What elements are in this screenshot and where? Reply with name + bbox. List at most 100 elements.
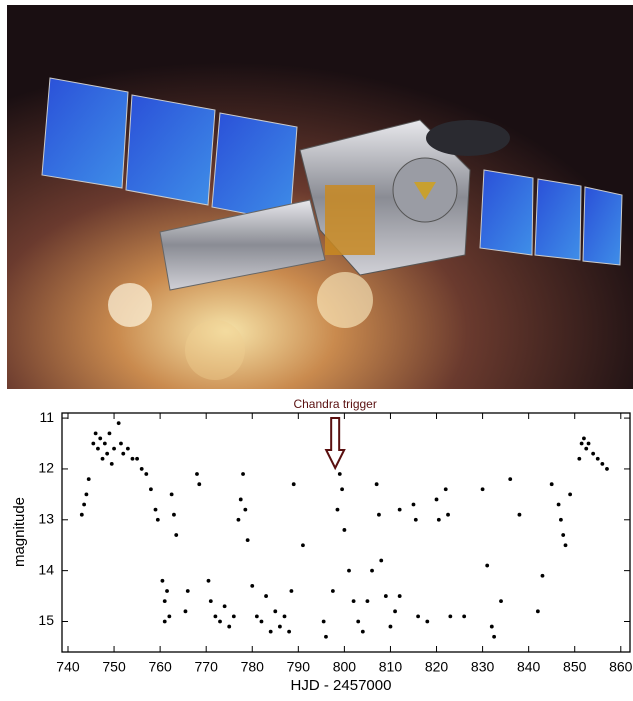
data-point	[462, 614, 467, 619]
data-point	[84, 492, 89, 497]
data-point	[579, 441, 584, 446]
y-tick-label: 11	[39, 409, 54, 425]
data-point	[105, 451, 110, 456]
data-point	[416, 614, 420, 619]
data-point	[130, 456, 135, 461]
data-point	[195, 472, 199, 476]
data-point	[208, 599, 213, 604]
data-point	[135, 456, 139, 461]
data-point	[213, 614, 218, 619]
data-point	[351, 599, 356, 604]
x-tick-label: 790	[287, 659, 311, 675]
data-point	[324, 634, 328, 639]
x-tick-label: 830	[471, 659, 495, 675]
data-point	[153, 507, 158, 512]
data-point	[388, 624, 393, 629]
data-point	[600, 461, 605, 466]
data-point	[549, 482, 554, 487]
data-point	[379, 558, 384, 563]
y-tick-label: 15	[38, 612, 54, 628]
data-point	[330, 589, 335, 593]
data-point	[273, 609, 278, 614]
data-point	[499, 599, 503, 604]
data-point	[582, 436, 586, 441]
data-point	[561, 533, 566, 537]
data-point	[282, 614, 287, 619]
data-point	[121, 451, 126, 456]
data-point	[93, 431, 98, 436]
data-point	[584, 446, 589, 451]
data-point	[434, 497, 439, 502]
y-tick-label: 14	[38, 561, 54, 577]
data-point	[139, 467, 144, 471]
data-point	[448, 614, 453, 619]
data-point	[243, 507, 248, 512]
data-point	[485, 563, 490, 568]
data-point	[411, 502, 416, 507]
data-point	[102, 441, 107, 446]
data-point	[397, 594, 402, 598]
data-point	[167, 614, 172, 619]
data-point	[100, 456, 105, 461]
data-point	[259, 619, 264, 624]
x-tick-label: 770	[195, 659, 219, 675]
data-point	[250, 583, 255, 588]
data-point	[335, 507, 340, 512]
data-point	[218, 619, 222, 624]
data-point	[446, 512, 450, 517]
x-tick-label: 810	[379, 659, 403, 675]
data-point	[413, 517, 418, 522]
data-point	[291, 482, 296, 487]
x-tick-label: 780	[241, 659, 265, 675]
data-point	[577, 456, 582, 461]
data-point	[517, 512, 522, 517]
data-point	[245, 538, 250, 543]
data-point	[489, 624, 494, 629]
data-point	[197, 482, 202, 487]
data-point	[425, 619, 430, 624]
data-point	[480, 487, 485, 492]
y-tick-label: 12	[38, 460, 54, 476]
data-point	[172, 512, 176, 517]
data-point	[206, 578, 211, 583]
data-point	[268, 629, 273, 634]
data-point	[492, 634, 497, 639]
data-point	[393, 609, 397, 614]
data-point	[96, 446, 100, 451]
data-point	[116, 421, 121, 426]
x-tick-label: 820	[425, 659, 449, 675]
x-tick-label: 750	[102, 659, 126, 675]
y-tick-label: 13	[38, 510, 54, 526]
data-point	[383, 594, 388, 598]
data-point	[301, 543, 305, 548]
x-tick-label: 740	[56, 659, 80, 675]
data-point	[162, 619, 167, 624]
x-tick-label: 800	[333, 659, 357, 675]
data-point	[591, 451, 596, 456]
data-point	[183, 609, 188, 614]
data-point	[377, 512, 381, 517]
data-point	[174, 533, 179, 537]
data-point	[162, 599, 167, 604]
data-point	[559, 517, 563, 522]
data-point	[222, 604, 227, 609]
data-point	[436, 517, 441, 522]
data-point	[112, 446, 116, 451]
data-point	[605, 467, 609, 471]
y-axis-title: magnitude	[11, 497, 28, 567]
data-point	[287, 629, 292, 634]
data-point	[360, 629, 365, 634]
data-point	[556, 502, 561, 507]
data-point	[563, 543, 568, 548]
annotation-text: Chandra trigger	[293, 397, 376, 411]
data-point	[397, 507, 402, 512]
x-axis-title: HJD - 2457000	[291, 677, 392, 694]
data-point	[236, 517, 241, 522]
data-point	[109, 461, 114, 466]
x-tick-label: 850	[563, 659, 587, 675]
data-point	[342, 528, 347, 532]
data-point	[254, 614, 259, 619]
data-point	[443, 487, 448, 492]
data-point	[356, 619, 361, 624]
